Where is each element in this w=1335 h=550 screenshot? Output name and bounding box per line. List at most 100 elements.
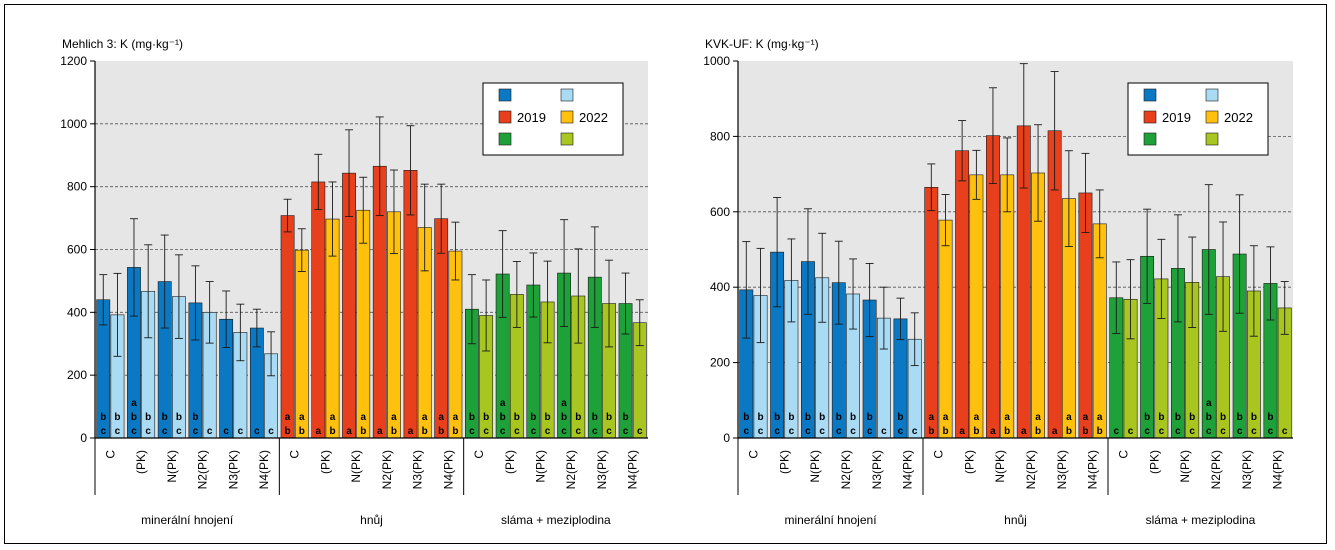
significance-letter: c (223, 426, 229, 437)
legend-swatch (498, 110, 512, 124)
bar-2019 (280, 215, 295, 439)
category-label: N4(PK) (1086, 450, 1100, 489)
group-label: hnůj (1004, 513, 1027, 527)
group-label: sláma + meziplodina (1146, 513, 1256, 527)
significance-letter: b (1267, 412, 1273, 423)
significance-letter: b (1237, 412, 1243, 423)
significance-letter: b (1066, 426, 1072, 437)
bar-2022 (1000, 174, 1015, 439)
legend-swatch (560, 132, 574, 146)
y-tick-label: 1000 (60, 117, 87, 131)
legend-swatch (1205, 132, 1219, 146)
significance-letter: a (422, 412, 428, 423)
significance-letter: c (469, 426, 475, 437)
significance-letter: c (193, 426, 199, 437)
significance-letter: b (942, 426, 948, 437)
significance-letter: b (391, 426, 397, 437)
significance-letter: b (145, 412, 151, 423)
significance-letter: c (592, 426, 598, 437)
legend: 2019 2022 (1127, 82, 1269, 156)
significance-letter: b (743, 412, 749, 423)
significance-letter: b (438, 426, 444, 437)
significance-letter: c (576, 426, 582, 437)
significance-letter: a (1206, 398, 1212, 409)
significance-letter: a (377, 426, 383, 437)
significance-letter: b (299, 426, 305, 437)
category-label: (PK) (777, 450, 791, 474)
bar-2019 (924, 186, 939, 439)
significance-letter: b (1144, 412, 1150, 423)
category-label: C (472, 450, 486, 459)
significance-letter: b (176, 412, 182, 423)
significance-letter: b (1004, 426, 1010, 437)
legend-swatch (560, 88, 574, 102)
significance-letter: a (974, 412, 980, 423)
bar-2022 (294, 249, 309, 439)
legend-label-2019: 2019 (517, 110, 546, 125)
significance-letter: b (329, 426, 335, 437)
significance-letter: c (1206, 426, 1212, 437)
significance-letter: c (254, 426, 260, 437)
significance-letter: b (575, 412, 581, 423)
significance-letter: c (912, 426, 918, 437)
significance-letter: b (774, 412, 780, 423)
category-label: N(PK) (1178, 450, 1192, 483)
legend-swatch (1143, 88, 1157, 102)
category-label: (PK) (962, 450, 976, 474)
significance-letter: c (131, 426, 137, 437)
significance-letter: c (176, 426, 182, 437)
significance-letter: c (115, 426, 121, 437)
category-label: N(PK) (533, 450, 547, 483)
significance-letter: c (1114, 426, 1120, 437)
y-tick-label: 200 (710, 356, 730, 370)
significance-letter: c (1144, 426, 1150, 437)
significance-letter: c (898, 426, 904, 437)
category-label: C (746, 450, 760, 459)
category-label: N4(PK) (441, 450, 455, 489)
significance-letter: b (606, 412, 612, 423)
category-label: N2(PK) (1209, 450, 1223, 489)
significance-letter: c (268, 426, 274, 437)
significance-letter: c (819, 426, 825, 437)
category-label: N2(PK) (1024, 450, 1038, 489)
legend-label-2022: 2022 (579, 110, 608, 125)
significance-letter: b (100, 412, 106, 423)
significance-letter: b (452, 426, 458, 437)
chart-1: 0 200 400 600 800 1000 1200 Mehlich 3: K (mg·kg… (60, 37, 648, 527)
significance-letter: b (928, 426, 934, 437)
significance-letter: b (285, 426, 291, 437)
significance-letter: c (805, 426, 811, 437)
category-label: N3(PK) (1055, 450, 1069, 489)
significance-letter: c (207, 426, 213, 437)
legend-swatch (560, 110, 574, 124)
significance-letter: a (346, 426, 352, 437)
significance-letter: c (606, 426, 612, 437)
legend-label-2019: 2019 (1162, 110, 1191, 125)
y-tick-label: 600 (67, 243, 87, 257)
significance-letter: c (162, 426, 168, 437)
y-tick-label: 800 (67, 180, 87, 194)
y-tick-label: 1200 (60, 54, 87, 68)
significance-letter: c (1237, 426, 1243, 437)
category-label: N2(PK) (380, 450, 394, 489)
bar-2022 (356, 209, 371, 439)
significance-letter: c (850, 426, 856, 437)
category-label: N4(PK) (1271, 450, 1285, 489)
significance-letter: c (758, 426, 764, 437)
bar-2022 (938, 219, 953, 439)
significance-letter: c (483, 426, 489, 437)
significance-letter: b (1158, 412, 1164, 423)
significance-letter: b (819, 412, 825, 423)
significance-letter: c (514, 426, 520, 437)
significance-letter: b (422, 426, 428, 437)
significance-letter: c (637, 426, 643, 437)
group-label: sláma + meziplodina (501, 513, 611, 527)
significance-letter: b (469, 412, 475, 423)
significance-letter: a (959, 426, 965, 437)
significance-letter: b (973, 426, 979, 437)
significance-letter: b (1035, 426, 1041, 437)
significance-letter: a (391, 412, 397, 423)
y-tick-label: 400 (67, 305, 87, 319)
significance-letter: c (774, 426, 780, 437)
